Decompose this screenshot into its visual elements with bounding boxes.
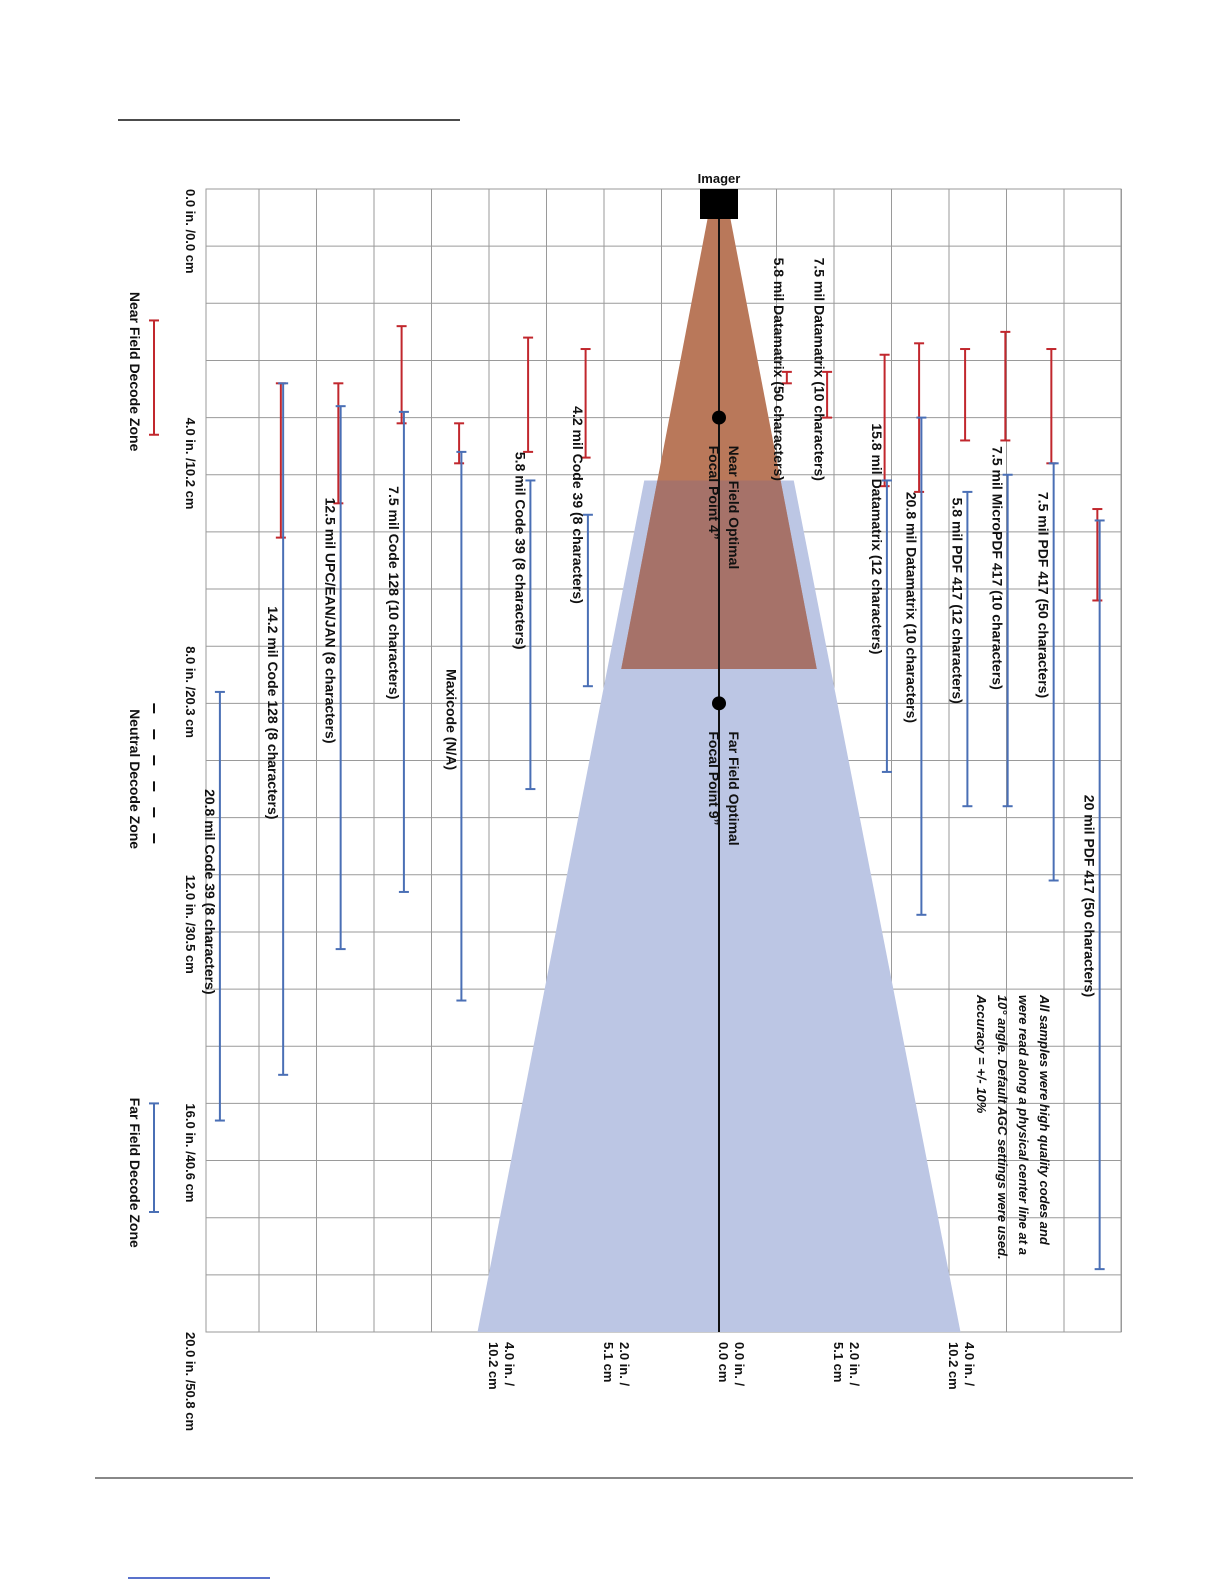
series-label: 12.5 mil UPC/EAN/JAN (8 characters) [323,498,339,744]
zone-label: Far Field Decode Zone [127,1098,143,1248]
zone-label: Near Field Decode Zone [127,292,143,452]
series-label: 7.5 mil Datamatrix (10 characters) [811,258,827,481]
near-range-bar [275,382,286,539]
series-label: 15.8 mil Datamatrix (12 characters) [869,423,885,654]
distance-tick-label: 20.0 in. /50.8 cm [183,1332,198,1431]
lateral-tick-label-1: 2.0 in. / [847,1342,862,1386]
imager-block [700,189,738,219]
lateral-tick-label-2: 5.1 cm [601,1342,616,1382]
far-range-bar [335,405,346,951]
lateral-tick-label-2: 10.2 cm [486,1342,501,1390]
lateral-tick-label-1: 0.0 in. / [732,1342,747,1386]
series-label: 20 mil PDF 417 (50 characters) [1082,795,1098,997]
near-range-bar [396,325,407,425]
focal-point-label-2: Focal Point 4” [706,446,722,540]
series-label: 7.5 mil Code 128 (10 characters) [386,486,402,699]
series-label: 20.8 mil Datamatrix (10 characters) [903,492,919,723]
near-range-bar [1000,330,1011,442]
far-range-bar [525,479,536,791]
series-label: 5.8 mil Code 39 (8 characters) [512,452,528,650]
series-label: Maxicode (N/A) [443,669,459,770]
near-range-bar [960,348,971,442]
zone-label: Neutral Decode Zone [127,709,143,849]
distance-tick-label: 0.0 in. /0.0 cm [183,189,198,274]
series-label: 4.2 mil Code 39 (8 characters) [570,406,586,604]
note-line: All samples were high quality codes and [1037,994,1052,1246]
series-label: 14.2 mil Code 128 (8 characters) [265,606,281,819]
far-range-bar [214,690,225,1122]
series-label: 7.5 mil MicroPDF 417 (10 characters) [990,446,1006,690]
lateral-tick-label-2: 0.0 cm [716,1342,731,1382]
focal-point-label-1: Near Field Optimal [726,446,742,570]
focal-point-label-1: Far Field Optimal [726,731,742,845]
lateral-tick-label-2: 10.2 cm [946,1342,961,1390]
near-zone-bar [149,319,159,436]
distance-tick-label: 12.0 in. /30.5 cm [183,875,198,974]
distance-tick-label: 4.0 in. /10.2 cm [183,418,198,510]
far-range-bar [1048,462,1059,882]
near-range-bar [781,370,792,385]
lateral-tick-label-1: 2.0 in. / [617,1342,632,1386]
near-range-bar [523,336,534,453]
lateral-tick-label-2: 5.1 cm [831,1342,846,1382]
far-range-bar [278,382,289,1076]
lateral-tick-label-1: 4.0 in. / [962,1342,977,1386]
distance-tick-label: 8.0 in. /20.3 cm [183,646,198,738]
series-label: 5.8 mil PDF 417 (12 characters) [949,498,965,704]
near-range-bar [1092,508,1103,602]
lateral-tick-label-1: 4.0 in. / [502,1342,517,1386]
note-line: were read along a physical center line a… [1016,995,1031,1255]
series-label: 5.8 mil Datamatrix (50 characters) [771,258,787,481]
series-label: 20.8 mil Code 39 (8 characters) [202,789,218,994]
note-line: 10° angle. Default AGC settings were use… [995,995,1010,1260]
near-range-bar [454,422,465,465]
near-range-bar [879,353,890,488]
distance-tick-label: 16.0 in. /40.6 cm [183,1103,198,1202]
far-range-bar [881,479,892,773]
far-range-bar [456,450,467,1002]
decode-range-marks [149,319,1105,1271]
focal-point-dot [712,410,726,425]
chart-labels: 20 mil PDF 417 (50 characters) 7.5 mil PD… [127,189,1098,1431]
far-range-bar [582,513,593,688]
far-range-bar [916,416,927,916]
far-range-bar [1094,519,1105,1271]
focal-point-label-2: Focal Point 9” [706,731,722,825]
note-line: Accuracy = +/- 10% [974,994,989,1114]
imager-label: Imager [698,171,741,186]
series-label: 7.5 mil PDF 417 (50 characters) [1036,492,1052,698]
far-zone-bar [149,1102,159,1213]
far-range-bar [398,410,409,893]
near-range-bar [822,370,833,419]
far-range-bar [1002,473,1013,808]
near-range-bar [333,382,344,505]
near-range-bar [1046,348,1057,465]
near-range-bar [580,348,591,459]
focal-point-dot [712,696,726,711]
far-range-bar [962,490,973,808]
